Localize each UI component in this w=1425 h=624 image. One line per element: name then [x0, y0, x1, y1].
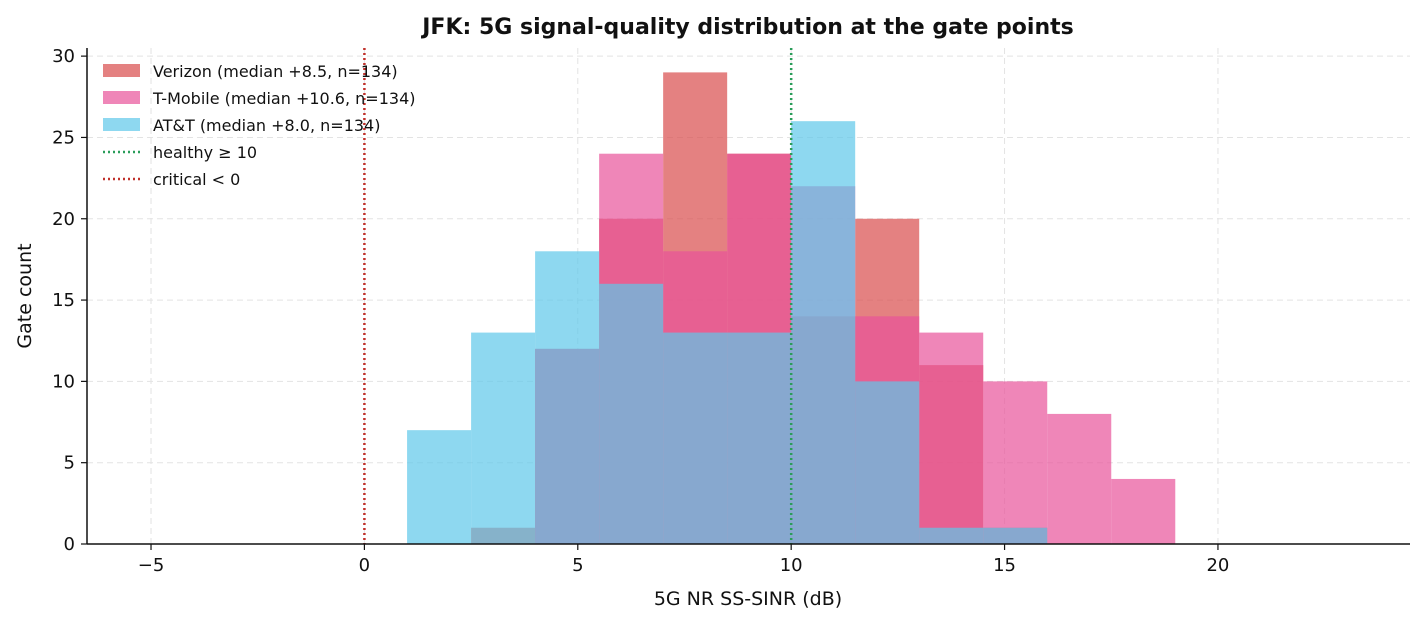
legend-label-1: T-Mobile (median +10.6, n=134)	[152, 89, 415, 108]
bar-series-2-bin-8	[919, 527, 984, 544]
bar-series-2-bin-3	[599, 283, 664, 544]
legend-label-3: healthy ≥ 10	[153, 143, 257, 162]
legend-label-0: Verizon (median +8.5, n=134)	[153, 62, 398, 81]
y-axis-label: Gate count	[14, 243, 36, 348]
axes	[86, 48, 1410, 545]
x-tick-label: −5	[138, 555, 165, 576]
legend-label-2: AT&T (median +8.0, n=134)	[153, 116, 380, 135]
y-tick-label: 15	[52, 290, 75, 311]
x-tick-label: 0	[359, 555, 370, 576]
y-tick-label: 30	[52, 46, 75, 67]
bar-series-2-bin-0	[407, 430, 472, 544]
y-tick-label: 10	[52, 371, 75, 392]
bar-series-2-bin-7	[855, 381, 920, 544]
bar-series-1-bin-9	[983, 381, 1048, 544]
y-tick-label: 5	[64, 453, 75, 474]
x-tick-label: 20	[1206, 555, 1229, 576]
legend-swatch-0	[103, 64, 140, 77]
x-tick-label: 10	[780, 555, 803, 576]
x-tick-label: 5	[572, 555, 583, 576]
bar-series-1-bin-11	[1111, 478, 1176, 544]
legend-swatch-1	[103, 91, 140, 104]
ticks: −5 0 5 10 15 20 0 5 10 15 20 25 30	[52, 46, 1229, 576]
histogram-bars	[407, 72, 1176, 545]
bar-series-2-bin-4	[663, 332, 728, 544]
bar-series-2-bin-1	[471, 332, 536, 544]
bar-series-1-bin-10	[1047, 413, 1112, 544]
bar-series-2-bin-5	[727, 332, 792, 544]
y-tick-label: 25	[52, 127, 75, 148]
legend-swatch-2	[103, 118, 140, 131]
legend-label-4: critical < 0	[153, 170, 240, 189]
y-tick-label: 20	[52, 209, 75, 230]
y-tick-label: 0	[64, 534, 75, 555]
bar-series-2-bin-2	[535, 251, 600, 544]
bar-series-2-bin-9	[983, 527, 1048, 544]
chart-title: JFK: 5G signal-quality distribution at t…	[420, 15, 1074, 40]
x-tick-label: 15	[993, 555, 1016, 576]
legend: Verizon (median +8.5, n=134) T-Mobile (me…	[103, 62, 415, 189]
bar-series-1-bin-8	[919, 332, 984, 544]
x-axis-label: 5G NR SS-SINR (dB)	[654, 588, 842, 610]
bar-series-2-bin-6	[791, 121, 856, 544]
